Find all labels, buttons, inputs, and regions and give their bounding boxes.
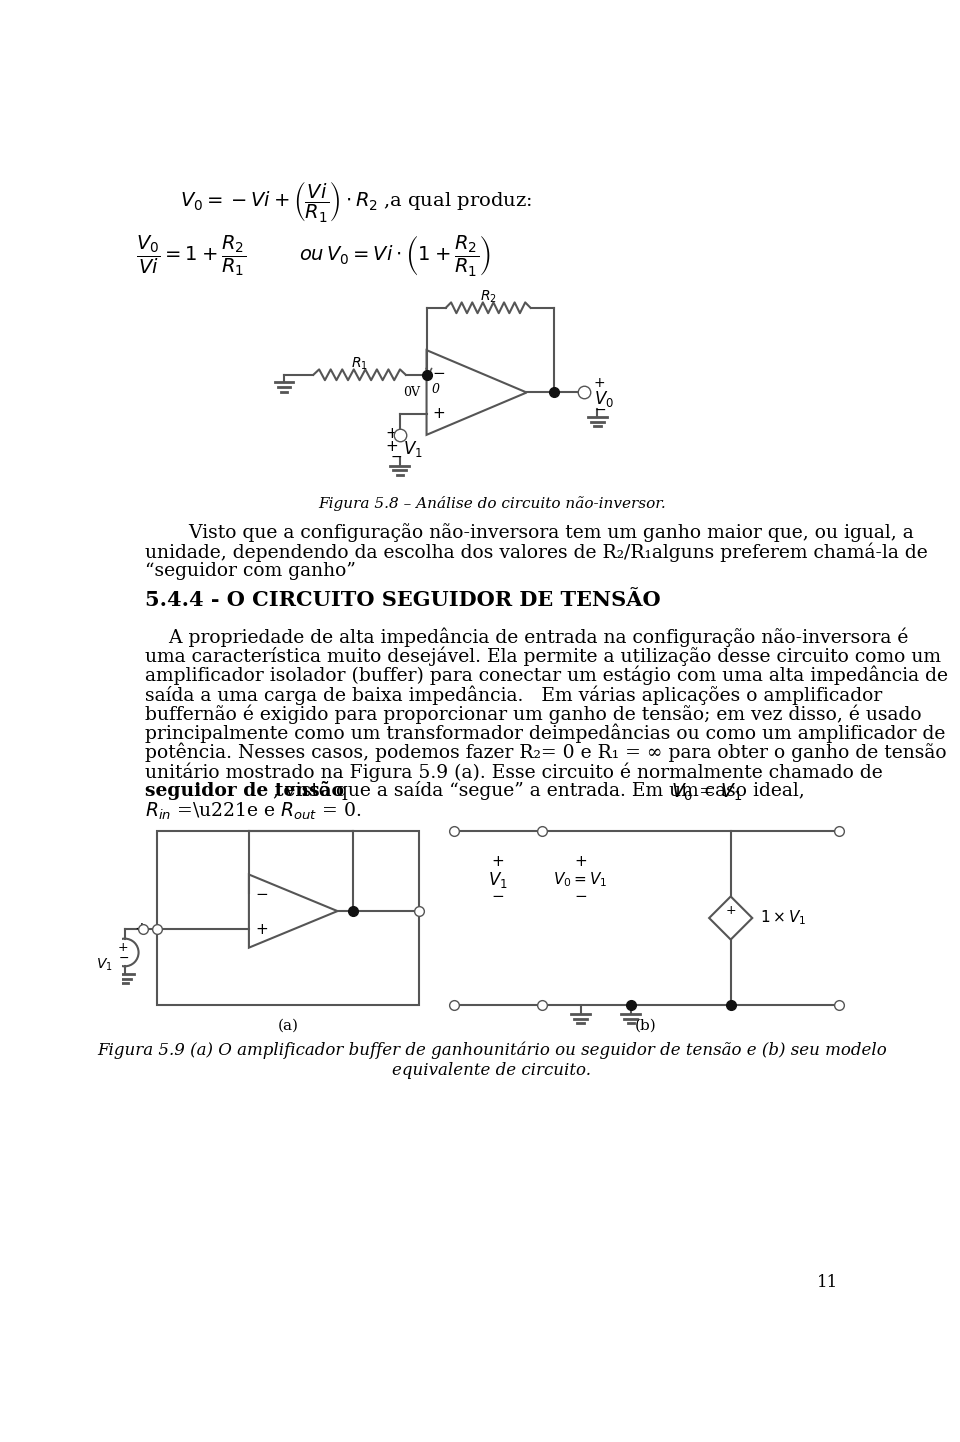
Text: +: +	[134, 920, 149, 939]
Text: 11: 11	[817, 1275, 838, 1291]
Text: Figura 5.8 – Análise do circuito não-inversor.: Figura 5.8 – Análise do circuito não-inv…	[318, 496, 666, 512]
Text: +: +	[386, 425, 398, 441]
Text: $V_0 = -Vi + \left(\dfrac{Vi}{R_1}\right) \cdot R_2\;$,a qual produz:: $V_0 = -Vi + \left(\dfrac{Vi}{R_1}\right…	[180, 179, 532, 224]
Text: $+$: $+$	[254, 921, 268, 937]
Text: (a): (a)	[277, 1018, 299, 1032]
Text: $V_1$: $V_1$	[96, 956, 112, 973]
Text: (b): (b)	[636, 1018, 657, 1032]
Text: $V_1$: $V_1$	[488, 870, 507, 890]
Text: $R_1$: $R_1$	[351, 356, 368, 372]
Text: $-$: $-$	[574, 887, 588, 901]
Text: , visto que a saída “segue” a entrada. Em um caso ideal,: , visto que a saída “segue” a entrada. E…	[273, 782, 810, 800]
Text: saída a uma carga de baixa impedância.   Em várias aplicações o amplificador: saída a uma carga de baixa impedância. E…	[146, 685, 883, 705]
Text: unitário mostrado na Figura 5.9 (a). Esse circuito é normalmente chamado de: unitário mostrado na Figura 5.9 (a). Ess…	[146, 761, 883, 782]
Text: uma característica muito desejável. Ela permite a utilização desse circuito como: uma característica muito desejável. Ela …	[146, 646, 942, 666]
Text: +: +	[118, 942, 129, 955]
Text: $R_2$: $R_2$	[480, 288, 496, 306]
Text: amplificador isolador (buffer) para conectar um estágio com uma alta impedância : amplificador isolador (buffer) para cone…	[146, 666, 948, 685]
Text: $-$: $-$	[593, 402, 606, 415]
Text: $-$: $-$	[118, 952, 129, 965]
Text: 0V: 0V	[403, 385, 420, 398]
Text: $\dfrac{V_0}{Vi} = 1 + \dfrac{R_2}{R_1}$: $\dfrac{V_0}{Vi} = 1 + \dfrac{R_2}{R_1}$	[136, 234, 247, 278]
Text: $-$: $-$	[390, 448, 402, 463]
Text: $ou\,V_0 = Vi \cdot \left(1 + \dfrac{R_2}{R_1}\right)$: $ou\,V_0 = Vi \cdot \left(1 + \dfrac{R_2…	[300, 234, 492, 278]
Text: 0: 0	[431, 384, 439, 397]
Text: +: +	[386, 438, 398, 454]
Text: +: +	[726, 904, 736, 917]
Bar	[157, 832, 419, 1005]
Text: $+$: $+$	[432, 407, 445, 421]
Text: unidade, dependendo da escolha dos valores de ​R₂/R₁alguns preferem chamá-la de: unidade, dependendo da escolha dos valor…	[146, 542, 928, 562]
Text: principalmente como um transformador deimpedâncias ou como um amplificador de: principalmente como um transformador dei…	[146, 724, 946, 743]
Text: +: +	[491, 855, 504, 870]
Text: $-$: $-$	[254, 885, 268, 900]
Text: $V_0$ = $V_1$: $V_0$ = $V_1$	[671, 782, 743, 803]
Text: potência. Nesses casos, podemos fazer R₂= 0 e R₁ = ∞ para obter o ganho de tensã: potência. Nesses casos, podemos fazer R₂…	[146, 743, 948, 763]
Text: Visto que a configuração não-inversora tem um ganho maior que, ou igual, a: Visto que a configuração não-inversora t…	[165, 523, 914, 542]
Text: $-$: $-$	[432, 363, 445, 379]
Text: $V_0$: $V_0$	[593, 389, 613, 408]
Text: $-$: $-$	[491, 887, 504, 901]
Text: $V_0 = V_1$: $V_0 = V_1$	[553, 870, 608, 888]
Text: +: +	[593, 375, 605, 389]
Text: A propriedade de alta impedância de entrada na configuração não-inversora é: A propriedade de alta impedância de entr…	[146, 627, 909, 647]
Text: +: +	[574, 855, 587, 870]
Text: equivalente de circuito.: equivalente de circuito.	[393, 1061, 591, 1079]
Text: seguidor de tensão: seguidor de tensão	[146, 782, 345, 800]
Text: 5.4.4 - O CIRCUITO SEGUIDOR DE TENSÃO: 5.4.4 - O CIRCUITO SEGUIDOR DE TENSÃO	[146, 590, 661, 610]
Text: “seguidor com ganho”: “seguidor com ganho”	[146, 562, 356, 580]
Text: $R_{in}$ =\u221e e $R_{out}$ = 0.: $R_{in}$ =\u221e e $R_{out}$ = 0.	[146, 800, 362, 822]
Text: $1 \times V_1$: $1 \times V_1$	[760, 908, 806, 927]
Text: $V_1$: $V_1$	[403, 438, 423, 459]
Text: Figura 5.9 (a) O amplificador buffer de ganhounitário ou seguidor de tensão e (b: Figura 5.9 (a) O amplificador buffer de …	[97, 1041, 887, 1058]
Text: buffernão é exigido para proporcionar um ganho de tensão; em vez disso, é usado: buffernão é exigido para proporcionar um…	[146, 704, 923, 724]
